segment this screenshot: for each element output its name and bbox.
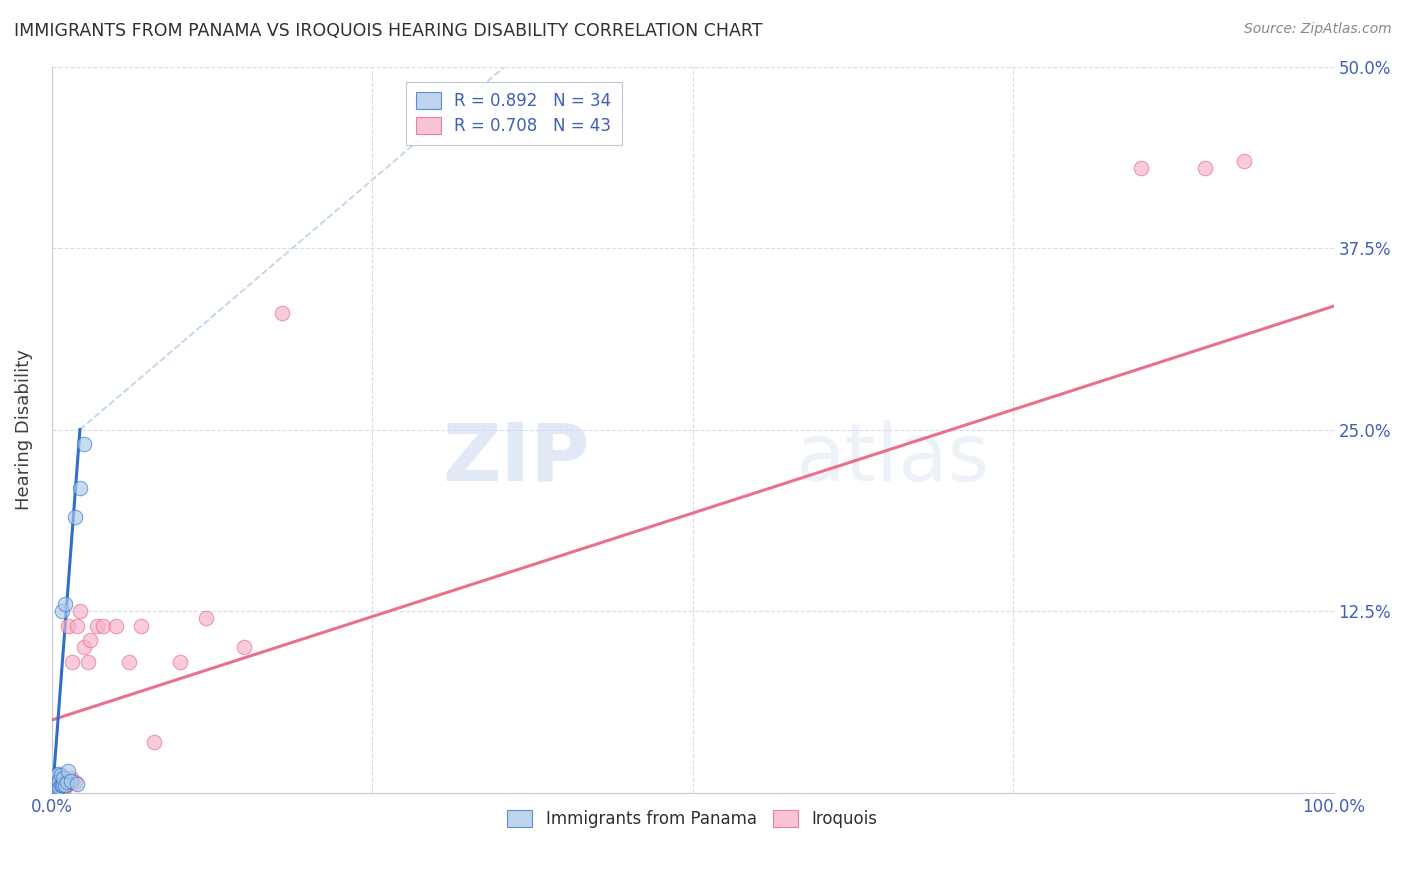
Point — [169, 655, 191, 669]
Point — [45, 780, 67, 794]
Point — [48, 780, 70, 794]
Point — [63, 509, 86, 524]
Point — [45, 775, 67, 789]
Point — [45, 768, 67, 782]
Point — [194, 611, 217, 625]
Point — [46, 777, 69, 791]
Point — [55, 778, 77, 792]
Point — [44, 771, 66, 785]
Point — [51, 774, 73, 789]
Point — [56, 777, 79, 791]
Point — [58, 618, 80, 632]
Point — [143, 735, 166, 749]
Point — [53, 780, 76, 794]
Point — [46, 775, 69, 789]
Point — [60, 655, 83, 669]
Point — [52, 777, 75, 791]
Point — [66, 777, 89, 791]
Point — [45, 781, 67, 796]
Point — [76, 655, 98, 669]
Point — [1194, 161, 1216, 176]
Point — [45, 777, 67, 791]
Point — [131, 618, 153, 632]
Point — [59, 774, 82, 789]
Point — [45, 781, 67, 796]
Point — [46, 781, 69, 796]
Point — [66, 618, 89, 632]
Point — [1130, 161, 1153, 176]
Point — [79, 633, 101, 648]
Point — [91, 618, 114, 632]
Point — [52, 778, 75, 792]
Point — [49, 778, 72, 792]
Point — [48, 774, 70, 789]
Point — [51, 780, 73, 794]
Point — [45, 775, 67, 789]
Point — [48, 774, 70, 789]
Point — [53, 597, 76, 611]
Text: IMMIGRANTS FROM PANAMA VS IROQUOIS HEARING DISABILITY CORRELATION CHART: IMMIGRANTS FROM PANAMA VS IROQUOIS HEARI… — [14, 22, 762, 40]
Point — [42, 778, 65, 792]
Point — [63, 775, 86, 789]
Text: atlas: atlas — [796, 419, 990, 498]
Point — [44, 778, 66, 792]
Point — [51, 604, 73, 618]
Point — [45, 772, 67, 787]
Point — [49, 768, 72, 782]
Point — [1233, 153, 1256, 168]
Point — [45, 780, 67, 794]
Point — [56, 775, 79, 789]
Point — [69, 604, 91, 618]
Legend: Immigrants from Panama, Iroquois: Immigrants from Panama, Iroquois — [501, 804, 884, 835]
Point — [104, 618, 127, 632]
Point — [73, 640, 96, 655]
Point — [45, 771, 67, 785]
Point — [86, 618, 108, 632]
Point — [52, 771, 75, 785]
Point — [51, 778, 73, 792]
Point — [49, 778, 72, 792]
Point — [118, 655, 141, 669]
Text: ZIP: ZIP — [443, 419, 591, 498]
Point — [44, 781, 66, 796]
Point — [44, 774, 66, 789]
Point — [53, 774, 76, 789]
Point — [271, 306, 294, 320]
Point — [42, 781, 65, 796]
Point — [48, 780, 70, 794]
Point — [58, 764, 80, 778]
Point — [45, 782, 67, 797]
Point — [46, 781, 69, 796]
Point — [69, 481, 91, 495]
Point — [53, 778, 76, 792]
Point — [233, 640, 256, 655]
Point — [49, 771, 72, 785]
Y-axis label: Hearing Disability: Hearing Disability — [15, 349, 32, 510]
Point — [44, 780, 66, 794]
Point — [46, 772, 69, 787]
Point — [45, 778, 67, 792]
Point — [59, 774, 82, 789]
Point — [59, 771, 82, 785]
Point — [46, 766, 69, 780]
Point — [42, 781, 65, 796]
Text: Source: ZipAtlas.com: Source: ZipAtlas.com — [1244, 22, 1392, 37]
Point — [73, 437, 96, 451]
